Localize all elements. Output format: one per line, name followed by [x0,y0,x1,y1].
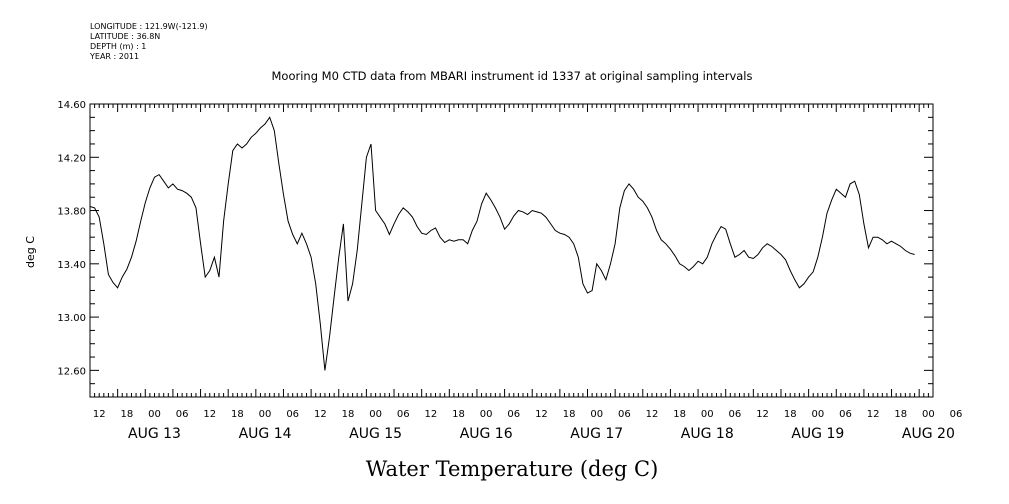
x-hour-label: 00 [590,409,603,420]
x-hour-label: 06 [618,409,631,420]
x-day-label: AUG 15 [349,426,402,442]
x-hour-label: 18 [120,409,133,420]
x-day-label: AUG 14 [239,426,292,442]
y-tick-label: 14.20 [57,153,86,164]
depth-text: DEPTH (m) : 1 [90,42,147,51]
y-tick-label: 13.00 [57,313,86,324]
x-hour-label: 18 [342,409,355,420]
x-hour-label: 12 [646,409,659,420]
x-hour-label: 12 [867,409,880,420]
plot-frame [89,103,934,398]
x-hour-label: 18 [563,409,576,420]
x-hour-label: 00 [148,409,161,420]
x-hour-label: 06 [397,409,410,420]
x-day-label: AUG 19 [791,426,844,442]
y-tick-label: 14.60 [57,100,86,111]
y-tick-label: 13.40 [57,260,86,271]
x-hour-label: 18 [452,409,465,420]
x-hour-label: 18 [231,409,244,420]
y-tick-label: 13.80 [57,207,86,218]
y-tick-label: 12.60 [57,366,86,377]
x-axis-label: Water Temperature (deg C) [366,457,659,481]
x-hour-label: 00 [259,409,272,420]
x-hour-label: 00 [922,409,935,420]
x-hour-label: 00 [480,409,493,420]
x-hour-label: 00 [811,409,824,420]
x-hour-label: 06 [507,409,520,420]
x-hour-label: 12 [756,409,769,420]
x-hour-label: 06 [729,409,742,420]
x-day-label: AUG 20 [902,426,955,442]
x-day-label: AUG 13 [128,426,181,442]
chart-title: Mooring M0 CTD data from MBARI instrumen… [272,69,753,83]
x-day-label: AUG 17 [570,426,623,442]
metadata-block: LONGITUDE : 121.9W(-121.9) LATITUDE : 36… [90,22,208,62]
y-axis-label: deg C [24,236,37,268]
latitude-text: LATITUDE : 36.8N [90,32,161,41]
x-day-label: AUG 18 [681,426,734,442]
x-hour-label: 06 [176,409,189,420]
x-hour-label: 18 [673,409,686,420]
x-hour-label: 12 [203,409,216,420]
x-hour-label: 06 [950,409,963,420]
y-axis: 12.60 13.00 13.40 13.80 14.20 14.60 [57,100,933,398]
x-hour-label: 12 [314,409,327,420]
x-hour-label: 00 [701,409,714,420]
x-hour-label: 12 [93,409,106,420]
x-hour-label: 06 [286,409,299,420]
x-hour-label: 12 [535,409,548,420]
x-day-label: AUG 16 [460,426,513,442]
longitude-text: LONGITUDE : 121.9W(-121.9) [90,22,208,31]
year-text: YEAR : 2011 [90,52,140,61]
series-line [89,116,915,371]
x-hour-label: 12 [425,409,438,420]
x-hour-label: 18 [784,409,797,420]
x-axis: 12 18 00 06 12 18 00 06 12 18 00 06 12 18 00 06 12 18 00 06… [89,104,963,442]
x-hour-label: 06 [839,409,852,420]
x-hour-label: 00 [369,409,382,420]
x-hour-label: 18 [894,409,907,420]
